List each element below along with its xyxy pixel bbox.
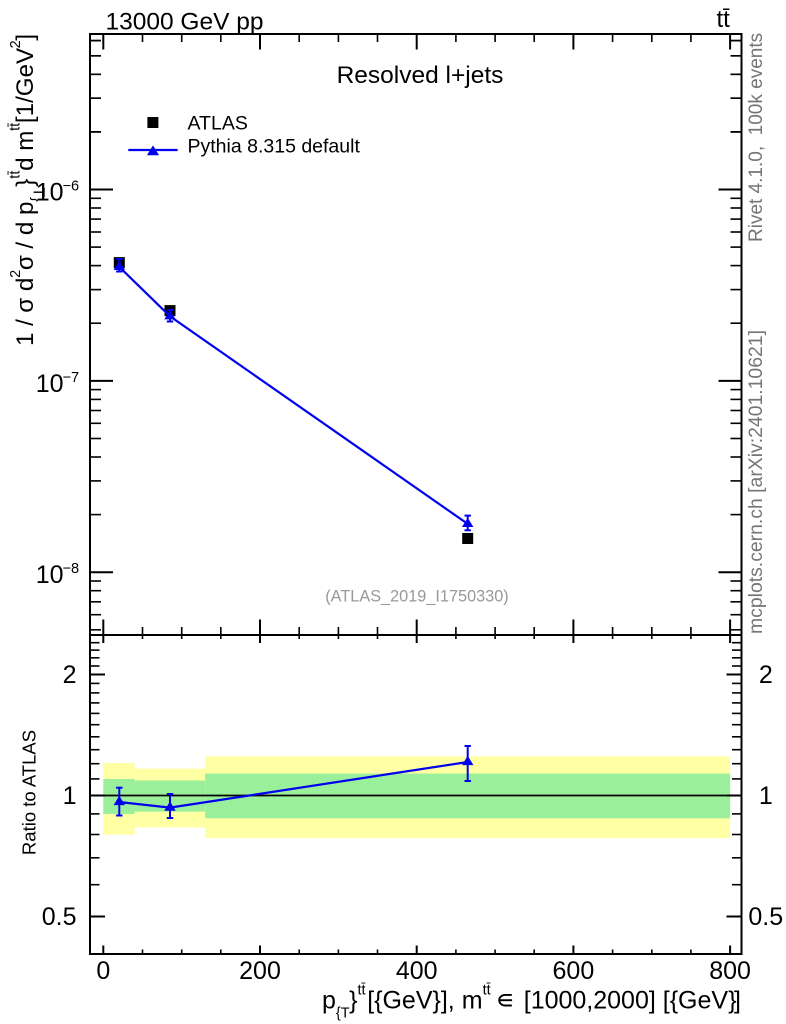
svg-text:σ: σ	[12, 255, 39, 270]
svg-text:tt̄: tt̄	[717, 6, 731, 33]
svg-text:2: 2	[63, 661, 77, 689]
svg-text:{: {	[29, 197, 45, 202]
svg-text:tt̄: tt̄	[8, 171, 24, 179]
svg-text:]: ]	[12, 34, 39, 41]
svg-text:tt̄: tt̄	[483, 983, 491, 999]
svg-text:σ: σ	[12, 298, 39, 313]
svg-text:p: p	[322, 987, 336, 1015]
svg-text:800: 800	[709, 957, 751, 985]
svg-text:400: 400	[396, 957, 438, 985]
svg-text:d: d	[12, 278, 39, 298]
svg-text:}: }	[728, 987, 736, 1015]
svg-text:mcplots.cern.ch [arXiv:2401.10: mcplots.cern.ch [arXiv:2401.10621]	[745, 330, 767, 634]
svg-text:tt̄: tt̄	[8, 123, 24, 131]
svg-text:−6: −6	[63, 179, 80, 195]
svg-text:Pythia 8.315 default: Pythia 8.315 default	[188, 136, 361, 158]
svg-text:0.5: 0.5	[748, 903, 783, 931]
svg-text:]: ]	[734, 987, 741, 1015]
svg-text:1: 1	[759, 782, 773, 810]
svg-text:−8: −8	[63, 561, 80, 577]
svg-text:Rivet 4.1.0, 100k events: Rivet 4.1.0, 100k events	[746, 33, 767, 242]
svg-text:2: 2	[759, 661, 773, 689]
svg-text:1 /: 1 /	[12, 312, 39, 346]
svg-text:Resolved l+jets: Resolved l+jets	[337, 62, 504, 89]
svg-text:10: 10	[36, 561, 64, 589]
svg-text:tt̄: tt̄	[358, 983, 366, 999]
svg-text:10: 10	[36, 370, 64, 398]
svg-text:2: 2	[8, 270, 24, 278]
svg-text:}: }	[12, 179, 39, 187]
svg-text:{T: {T	[336, 1006, 350, 1022]
svg-text:Ratio to ATLAS: Ratio to ATLAS	[19, 730, 40, 855]
svg-text:2: 2	[8, 40, 24, 48]
svg-text:[{GeV}], m: [{GeV}], m	[367, 987, 482, 1015]
svg-text:}: }	[349, 987, 357, 1015]
svg-text:(ATLAS_2019_I1750330): (ATLAS_2019_I1750330)	[325, 588, 508, 606]
svg-text:200: 200	[239, 957, 281, 985]
svg-text:600: 600	[553, 957, 595, 985]
svg-text:ATLAS: ATLAS	[188, 113, 248, 135]
svg-text:d m: d m	[12, 131, 39, 171]
svg-text:[1000,2000] [{GeV: [1000,2000] [{GeV	[517, 987, 729, 1015]
svg-text:/ d p: / d p	[12, 202, 39, 256]
svg-text:−7: −7	[63, 370, 80, 386]
svg-text:[1/GeV: [1/GeV	[12, 47, 39, 123]
svg-text:0.5: 0.5	[42, 903, 77, 931]
svg-text:13000 GeV pp: 13000 GeV pp	[106, 8, 264, 35]
svg-text:0: 0	[96, 957, 110, 985]
svg-text:1: 1	[63, 782, 77, 810]
